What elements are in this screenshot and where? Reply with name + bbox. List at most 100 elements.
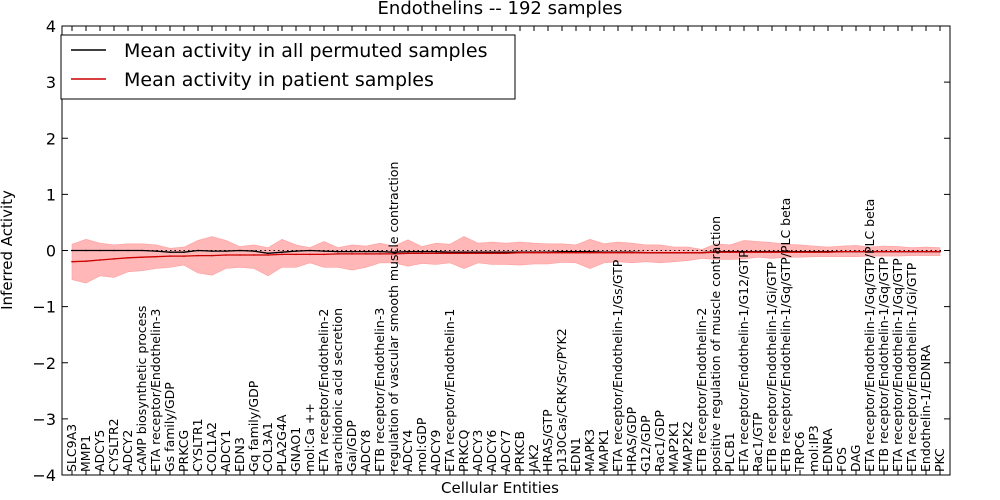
x-tick-label: ADCY2	[120, 430, 135, 472]
series-0-point	[239, 249, 241, 252]
x-axis-entity-labels: SLC9A3 MMP1 ADCY5 CYSLTR2 ADCY2 cAMP biosynth…	[64, 26, 947, 475]
series-1-point	[883, 250, 885, 253]
series-1-point	[365, 253, 367, 255]
series-0-point	[421, 250, 423, 253]
x-tick-label: JAK2	[526, 444, 541, 473]
x-tick-label: PKC	[932, 448, 947, 472]
series-0-point	[323, 250, 325, 252]
series-0-point	[211, 250, 213, 252]
y-tick-label: −1	[32, 298, 56, 317]
x-tick-label: ETA receptor/Endothelin-1/Gs/GTP	[610, 259, 625, 472]
series-0-point	[155, 250, 157, 252]
x-tick-label: COL1A2	[204, 422, 219, 472]
series-1-point	[575, 251, 577, 254]
x-tick-label: MAP2K1	[666, 421, 681, 472]
series-1-point	[99, 259, 101, 261]
series-1-point	[617, 251, 619, 254]
series-0-point	[393, 251, 395, 253]
series-0-point	[561, 250, 563, 253]
x-tick-label: ETB receptor/Endothelin-1/Gi/GTP	[764, 261, 779, 472]
x-tick-label: ETA receptor/Endothelin-2	[316, 309, 331, 472]
series-0-point	[351, 250, 353, 253]
series-0-point	[309, 249, 311, 252]
y-tick-label: 2	[46, 129, 56, 148]
activity-range-band	[71, 236, 941, 284]
series-1-point	[183, 255, 185, 257]
x-tick-label: EDN1	[568, 437, 583, 472]
series-1-point	[253, 254, 255, 256]
x-tick-label: SLC9A3	[64, 424, 79, 472]
series-0-point	[491, 251, 493, 253]
x-tick-label: ETB receptor/Endothelin-1/Gq/GTP	[876, 257, 891, 472]
x-tick-label: regulation of vascular smooth muscle con…	[386, 162, 401, 472]
series-1-point	[267, 254, 269, 256]
series-0-point	[379, 250, 381, 253]
x-tick-label: MAP2K2	[680, 421, 695, 472]
series-1-point	[561, 251, 563, 254]
series-0-point	[169, 251, 171, 253]
y-tick-label: 4	[46, 17, 56, 36]
legend-box	[60, 34, 516, 100]
series-1-point	[925, 250, 927, 253]
y-tick-label: −4	[32, 466, 56, 485]
x-tick-label: ADCY6	[484, 430, 499, 472]
series-0-point	[225, 250, 227, 252]
x-tick-label: G12/GDP	[638, 415, 653, 472]
legend: Mean activity in all permuted samples Me…	[60, 34, 516, 100]
x-tick-label: ADCY7	[498, 430, 513, 472]
series-1-point	[939, 250, 941, 253]
series-0-point	[113, 249, 115, 252]
series-0-point	[505, 251, 507, 253]
series-0-point	[127, 249, 129, 252]
series-0-point	[407, 250, 409, 253]
series-0-point	[85, 249, 87, 252]
series-1-point	[309, 253, 311, 256]
series-1-point	[715, 251, 717, 253]
x-tick-label: CYSLTR1	[190, 418, 205, 472]
series-1-point	[743, 251, 745, 253]
series-1-point	[519, 251, 521, 254]
x-tick-label: ADCY4	[400, 430, 415, 472]
series-0-point	[99, 249, 101, 252]
x-tick-label: p130Cas/CRK/Src/PYK2	[554, 328, 569, 472]
x-tick-label: Endothelin-1/EDNRA	[918, 344, 933, 472]
series-0-point	[267, 252, 269, 255]
series-1-point	[785, 251, 787, 253]
series-0-point	[197, 249, 199, 252]
series-1-point	[897, 250, 899, 253]
x-tick-label: COL3A1	[260, 422, 275, 472]
series-0-point	[589, 250, 591, 253]
x-tick-label: Gai/GDP	[344, 420, 359, 472]
x-tick-label: MMP1	[78, 435, 93, 472]
plot-frame	[61, 25, 951, 476]
x-tick-label: PRKCG	[176, 430, 191, 472]
series-0-point	[337, 250, 339, 253]
legend-label-permuted: Mean activity in all permuted samples	[124, 40, 487, 62]
y-tick-label: 3	[46, 73, 56, 92]
x-tick-label: ETB receptor/Endothelin-3	[372, 308, 387, 472]
legend-label-patient: Mean activity in patient samples	[124, 69, 434, 91]
series-1-point	[211, 254, 213, 257]
x-tick-label: PLA2G4A	[274, 414, 289, 472]
series-1-point	[463, 252, 465, 255]
x-tick-label: ADCY1	[218, 430, 233, 472]
series-1-point	[855, 250, 857, 253]
y-tick-label: 1	[46, 185, 56, 204]
series-1-point	[197, 254, 199, 257]
y-tick-label: 0	[46, 242, 56, 261]
x-tick-label: ETA receptor/Endothelin-1/Gq/GTP/PLC bet…	[862, 199, 877, 472]
series-1-point	[393, 253, 395, 255]
x-tick-label: TRPC6	[792, 431, 807, 473]
series-0-point	[435, 250, 437, 253]
series-1-point	[141, 256, 143, 259]
series-0-point	[365, 250, 367, 253]
series-1-point	[85, 260, 87, 263]
x-tick-label: positive regulation of muscle contractio…	[708, 216, 723, 472]
series-1-point	[603, 251, 605, 254]
y-tick-label: −3	[32, 410, 56, 429]
series-0-point	[71, 249, 73, 252]
series-1-point	[631, 251, 633, 254]
series-1-point	[127, 257, 129, 259]
series-1-point	[505, 252, 507, 255]
